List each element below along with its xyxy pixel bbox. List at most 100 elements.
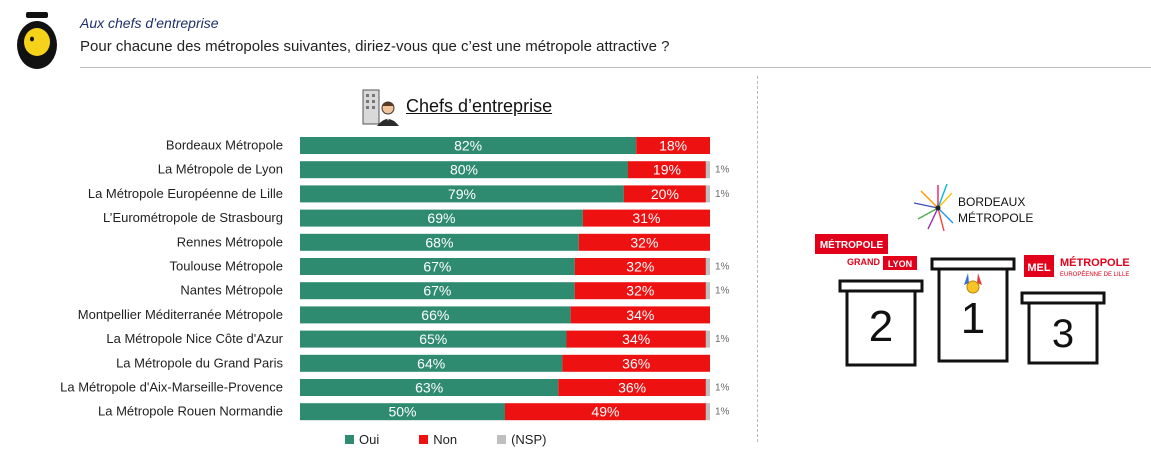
- lille-logo-line1: MÉTROPOLE: [1060, 256, 1130, 269]
- bar-segment-oui: [300, 233, 579, 251]
- bar-segment-oui: [300, 137, 637, 154]
- data-label: 36%: [622, 355, 650, 371]
- header-divider: [80, 67, 1151, 68]
- bar-segment-non: [574, 258, 706, 275]
- legend-label-oui: Oui: [359, 432, 380, 447]
- bar-segment-non: [570, 306, 710, 324]
- bar-segment-nsp: [705, 403, 710, 421]
- data-label: 79%: [448, 186, 476, 202]
- legend-label-non: Non: [433, 432, 458, 447]
- data-label: 18%: [659, 138, 687, 154]
- category-label: La Métropole Rouen Normandie: [98, 404, 283, 419]
- lille-logo-badge: MEL: [1027, 262, 1051, 274]
- bordeaux-logo-line1: BORDEAUX: [958, 195, 1025, 209]
- survey-question: Pour chacune des métropoles suivantes, d…: [80, 38, 670, 55]
- category-label: L’Eurométropole de Strasbourg: [103, 210, 283, 225]
- category-label: Bordeaux Métropole: [166, 138, 283, 153]
- data-label: 31%: [632, 210, 660, 226]
- bar-segment-oui: [300, 209, 583, 227]
- category-label: Montpellier Méditerranée Métropole: [78, 307, 283, 322]
- bar-segment-nsp: [705, 185, 710, 203]
- bar-segment-oui: [300, 403, 505, 421]
- legend-swatch-nsp: [497, 435, 507, 444]
- data-label: 49%: [591, 404, 619, 420]
- podium-illustration: BORDEAUX MÉTROPOLE MÉTROPOLE GRAND LYON …: [815, 183, 1130, 367]
- data-label: 80%: [450, 162, 478, 178]
- bar-segment-non: [582, 209, 710, 227]
- lyon-logo-lyon: LYON: [888, 259, 912, 269]
- category-label: La Métropole Nice Côte d'Azur: [106, 331, 283, 346]
- data-label: 67%: [423, 283, 451, 299]
- category-label: Toulouse Métropole: [170, 259, 283, 274]
- data-label: 67%: [423, 259, 451, 275]
- data-label: 50%: [388, 404, 416, 420]
- mel-lille-logo: MEL MÉTROPOLE EUROPÉENNE DE LILLE: [1024, 255, 1130, 278]
- bar-segment-nsp: [705, 282, 710, 300]
- bar-segment-non: [623, 185, 706, 203]
- data-label: 82%: [454, 138, 482, 154]
- bordeaux-metropole-logo: BORDEAUX MÉTROPOLE: [913, 183, 1033, 232]
- chart-legend: Oui Non (NSP): [345, 432, 546, 447]
- stacked-bar-chart: Bordeaux Métropole 82% 18% La Métropole de …: [60, 137, 730, 421]
- podium-rank-1: 1: [961, 294, 985, 343]
- data-label: 68%: [425, 234, 453, 250]
- bar-segment-oui: [300, 306, 571, 324]
- data-label-nsp: 1%: [715, 383, 730, 394]
- lyon-logo-grand: GRAND: [847, 257, 880, 267]
- business-person-icon: [362, 89, 399, 126]
- bar-segment-oui: [300, 258, 575, 275]
- bar-segment-non: [574, 282, 706, 300]
- podium-box-3: 3: [1020, 291, 1106, 365]
- category-label: La Métropole de Lyon: [158, 162, 283, 177]
- category-label: La Métropole du Grand Paris: [116, 355, 283, 370]
- bar-segment-nsp: [705, 161, 710, 179]
- vertical-divider: [757, 76, 758, 442]
- data-label: 65%: [419, 331, 447, 347]
- section-title: Chefs d’entreprise: [360, 86, 552, 126]
- podium-rank-3: 3: [1052, 312, 1074, 356]
- brand-logo-icon: [17, 12, 57, 69]
- bar-segment-nsp: [705, 330, 710, 348]
- bar-segment-non: [505, 403, 706, 421]
- category-label: Rennes Métropole: [177, 234, 283, 249]
- survey-subtitle: Aux chefs d’entreprise: [80, 15, 219, 31]
- legend-item-nsp: (NSP): [497, 432, 546, 447]
- section-title-label: Chefs d’entreprise: [406, 95, 553, 116]
- bar-segment-non: [628, 161, 706, 179]
- data-label-nsp: 1%: [715, 189, 730, 200]
- data-label: 63%: [415, 380, 443, 396]
- bordeaux-logo-line2: MÉTROPOLE: [958, 210, 1033, 225]
- legend-item-oui: Oui: [345, 432, 379, 447]
- lille-logo-line2: EUROPÉENNE DE LILLE: [1060, 271, 1129, 278]
- bar-segment-nsp: [705, 258, 710, 275]
- legend-label-nsp: (NSP): [511, 432, 547, 447]
- bar-segment-oui: [300, 330, 567, 348]
- data-label-nsp: 1%: [715, 286, 730, 297]
- data-label-nsp: 1%: [715, 407, 730, 418]
- legend-swatch-oui: [345, 435, 354, 444]
- grand-lyon-logo: MÉTROPOLE GRAND LYON: [815, 234, 917, 270]
- lyon-logo-line1: MÉTROPOLE: [820, 238, 884, 251]
- bar-segment-non: [636, 137, 710, 154]
- bar-segment-oui: [300, 379, 559, 396]
- data-label: 20%: [651, 186, 679, 202]
- medal-icon: [964, 273, 982, 294]
- legend-item-non: Non: [419, 432, 457, 447]
- podium-box-2: 2: [838, 279, 924, 367]
- data-label-nsp: 1%: [715, 334, 730, 345]
- legend-swatch-non: [419, 435, 429, 444]
- data-label: 32%: [630, 234, 658, 250]
- bar-segment-oui: [300, 282, 575, 300]
- bar-segment-oui: [300, 354, 563, 372]
- data-label-nsp: 1%: [715, 165, 730, 176]
- bar-segment-non: [558, 379, 706, 396]
- data-label: 19%: [653, 162, 681, 178]
- data-label: 34%: [626, 307, 654, 323]
- data-label: 69%: [427, 210, 455, 226]
- category-label: La Métropole d'Aix-Marseille-Provence: [60, 380, 283, 395]
- podium-rank-2: 2: [869, 302, 893, 351]
- bar-segment-non: [578, 233, 710, 251]
- bar-segment-oui: [300, 185, 624, 203]
- data-label: 36%: [618, 380, 646, 396]
- category-label: Nantes Métropole: [180, 283, 283, 298]
